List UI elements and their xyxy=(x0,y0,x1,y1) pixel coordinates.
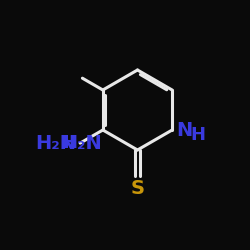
Text: H₂N: H₂N xyxy=(36,134,76,152)
Text: S: S xyxy=(130,179,144,198)
Text: ₂N: ₂N xyxy=(77,134,102,152)
Text: H: H xyxy=(190,126,206,144)
Text: N: N xyxy=(177,120,193,140)
Text: H: H xyxy=(62,134,77,152)
